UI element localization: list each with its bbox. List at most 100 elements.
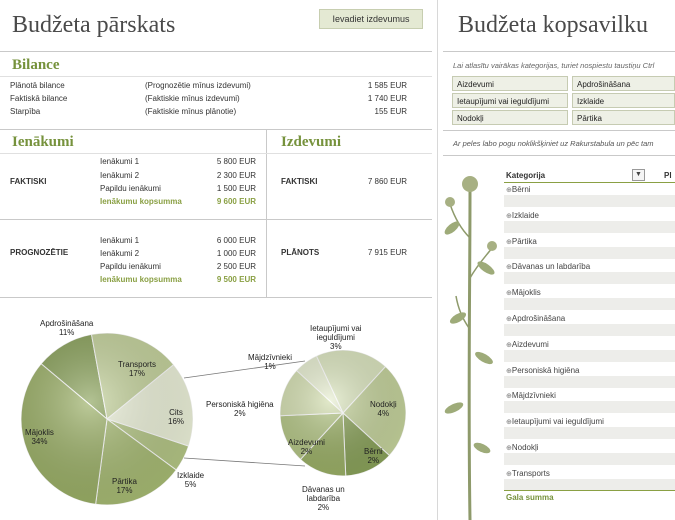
slicer-item-aizdevumi[interactable]: Aizdevumi bbox=[452, 76, 568, 91]
pivot-row-label: Aizdevumi bbox=[511, 340, 549, 349]
pivot-row[interactable]: ⊕Aizdevumi bbox=[506, 340, 549, 349]
pie-label-partika: Pārtika 17% bbox=[112, 477, 137, 495]
pie-label-apdrosinasana: Apdrošināšana 11% bbox=[40, 319, 94, 337]
pivot-row[interactable]: ⊕Personiskā higiēna bbox=[506, 366, 579, 375]
balance-label: Plānotā bilance bbox=[10, 81, 65, 90]
pivot-row[interactable]: ⊕Bērni bbox=[506, 185, 531, 194]
divider bbox=[266, 130, 267, 297]
balance-value: 1 585 EUR bbox=[367, 81, 407, 90]
pivot-row-label: Izklaide bbox=[511, 211, 539, 220]
pivot-row-label: Mājoklis bbox=[511, 288, 541, 297]
balance-label: Faktiskā bilance bbox=[10, 94, 68, 103]
expand-icon[interactable]: ⊕ bbox=[506, 368, 512, 375]
pivot-row-band bbox=[504, 272, 675, 284]
slicer-item-izklaide[interactable]: Izklaide bbox=[572, 93, 675, 108]
income-title: Ienākumi bbox=[12, 134, 74, 150]
pivot-row[interactable]: ⊕Apdrošināšana bbox=[506, 314, 565, 323]
pie-label-davanas: Dāvanas un labdarība 2% bbox=[302, 485, 345, 512]
income-total-label: Ienākumu kopsumma bbox=[100, 197, 182, 206]
pivot-row[interactable]: ⊕Mājdzīvnieki bbox=[506, 391, 556, 400]
pivot-row-band bbox=[504, 427, 675, 439]
pivot-row-label: Personiskā higiēna bbox=[511, 366, 580, 375]
income-row-value: 2 300 EUR bbox=[216, 171, 256, 180]
slicer-item-partika[interactable]: Pārtika bbox=[572, 110, 675, 125]
divider bbox=[266, 153, 432, 154]
slicer-item-apdrosinasana[interactable]: Apdrošināšana bbox=[572, 76, 675, 91]
page-title: Budžeta pārskats bbox=[12, 12, 176, 38]
pivot-header-category: Kategorija bbox=[506, 171, 546, 180]
pivot-row[interactable]: ⊕Ietaupījumi vai ieguldījumi bbox=[506, 417, 604, 426]
pie-label-izklaide: Izklaide 5% bbox=[177, 471, 205, 489]
slicer-item-ietaupijumi[interactable]: Ietaupījumi vai ieguldījumi bbox=[452, 93, 568, 108]
expand-icon[interactable]: ⊕ bbox=[506, 264, 512, 271]
income-row-label: Ienākumi 2 bbox=[100, 171, 140, 180]
pivot-row-label: Mājdzīvnieki bbox=[511, 391, 556, 400]
income-total-label: Ienākumu kopsumma bbox=[100, 275, 182, 284]
expand-icon[interactable]: ⊕ bbox=[506, 290, 512, 297]
balance-title: Bilance bbox=[12, 57, 60, 73]
pie-label-berni: Bērni 2% bbox=[364, 447, 383, 465]
plant-illustration-icon bbox=[444, 176, 497, 520]
pie-label-majoklis: Mājoklis 34% bbox=[25, 428, 54, 446]
balance-note: (Prognozētie mīnus izdevumi) bbox=[145, 81, 251, 90]
slicer-item-nodokli[interactable]: Nodokļi bbox=[452, 110, 568, 125]
pie-label-majdzivnieki: Mājdzīvnieki 1% bbox=[248, 353, 293, 371]
pivot-row[interactable]: ⊕Nodokļi bbox=[506, 443, 539, 452]
divider bbox=[0, 76, 432, 77]
pivot-row-label: Pārtika bbox=[511, 237, 537, 246]
pivot-note: Ar peles labo pogu noklikšķiniet uz Raku… bbox=[453, 139, 654, 148]
pie-label-higiena: Personiskā higiēna 2% bbox=[206, 400, 274, 418]
pie-label-ietaupijumi: Ietaupījumi vai ieguldījumi 3% bbox=[310, 324, 362, 351]
pivot-row-label: Transports bbox=[511, 469, 550, 478]
filter-dropdown-icon[interactable]: ▼ bbox=[632, 169, 645, 181]
expenses-planned-label: PLĀNOTS bbox=[281, 248, 320, 257]
pivot-row[interactable]: ⊕Dāvanas un labdarība bbox=[506, 262, 590, 271]
income-row-label: Ienākumi 1 bbox=[100, 157, 140, 166]
divider bbox=[443, 51, 675, 52]
expand-icon[interactable]: ⊕ bbox=[506, 393, 512, 400]
pivot-row-band bbox=[504, 479, 675, 491]
income-actual-label: FAKTISKI bbox=[10, 177, 47, 186]
pivot-row-band bbox=[504, 376, 675, 388]
pivot-row-band bbox=[504, 453, 675, 465]
expand-icon[interactable]: ⊕ bbox=[506, 239, 512, 246]
divider bbox=[0, 129, 432, 130]
income-row-value: 1 000 EUR bbox=[216, 249, 256, 258]
balance-value: 155 EUR bbox=[374, 107, 407, 116]
expand-icon[interactable]: ⊕ bbox=[506, 445, 512, 452]
income-total-value: 9 500 EUR bbox=[216, 275, 256, 284]
divider bbox=[0, 153, 266, 154]
multi-select-hint: Lai atlasītu vairākas kategorijas, turie… bbox=[453, 61, 655, 70]
pivot-row-band bbox=[504, 401, 675, 413]
pie-label-nodokli: Nodokļi 4% bbox=[370, 400, 397, 418]
pivot-row[interactable]: ⊕Mājoklis bbox=[506, 288, 541, 297]
expand-icon[interactable]: ⊕ bbox=[506, 187, 512, 194]
expenses-actual-value: 7 860 EUR bbox=[367, 177, 407, 186]
pivot-row-band bbox=[504, 195, 675, 207]
pivot-row-band bbox=[504, 221, 675, 233]
connector-line bbox=[183, 457, 306, 467]
pivot-header-planned: Pl bbox=[664, 171, 672, 180]
divider bbox=[504, 490, 675, 491]
income-row-value: 2 500 EUR bbox=[216, 262, 256, 271]
expand-icon[interactable]: ⊕ bbox=[506, 419, 512, 426]
income-row-label: Papildu ienākumi bbox=[100, 262, 161, 271]
divider bbox=[443, 155, 675, 156]
pie-label-transports: Transports 17% bbox=[118, 360, 156, 378]
pivot-row[interactable]: ⊕Pārtika bbox=[506, 237, 537, 246]
pivot-row-label: Bērni bbox=[511, 185, 531, 194]
balance-value: 1 740 EUR bbox=[367, 94, 407, 103]
enter-expenses-button[interactable]: Ievadiet izdevumus bbox=[319, 9, 423, 29]
pivot-row-band bbox=[504, 350, 675, 362]
expand-icon[interactable]: ⊕ bbox=[506, 316, 512, 323]
expand-icon[interactable]: ⊕ bbox=[506, 342, 512, 349]
income-row-label: Ienākumi 1 bbox=[100, 236, 140, 245]
pivot-row-label: Nodokļi bbox=[511, 443, 539, 452]
pivot-row[interactable]: ⊕Transports bbox=[506, 469, 550, 478]
pivot-row[interactable]: ⊕Izklaide bbox=[506, 211, 539, 220]
income-forecast-label: PROGNOZĒTIE bbox=[10, 248, 69, 257]
income-row-label: Ienākumi 2 bbox=[100, 249, 140, 258]
income-row-label: Papildu ienākumi bbox=[100, 184, 161, 193]
expand-icon[interactable]: ⊕ bbox=[506, 213, 512, 220]
expand-icon[interactable]: ⊕ bbox=[506, 471, 512, 478]
